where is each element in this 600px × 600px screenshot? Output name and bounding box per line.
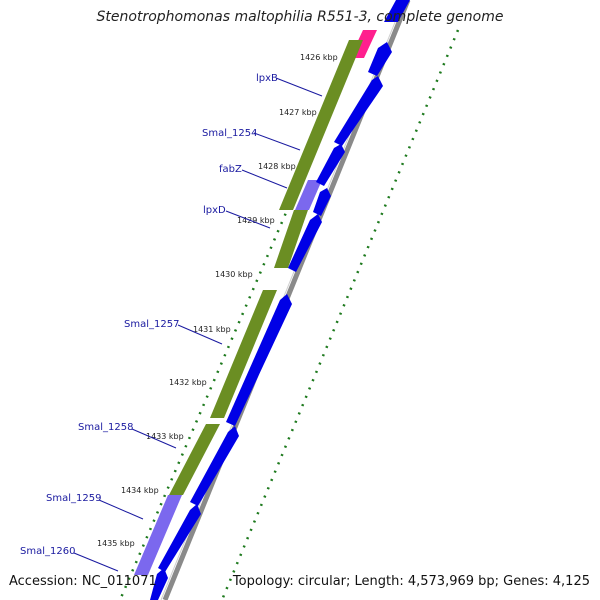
- cds-arrow: [226, 294, 292, 426]
- gene-bar-green: [169, 424, 220, 495]
- outer-dotted-track: [220, 29, 460, 600]
- leader-line: [275, 77, 323, 97]
- gene-label-leaders: [73, 77, 323, 572]
- cds-arrow: [150, 568, 168, 600]
- cds-arrow: [158, 504, 201, 572]
- leader-line: [241, 169, 288, 189]
- cds-arrow: [313, 188, 331, 216]
- gene-bar-green: [274, 210, 308, 268]
- cds-arrow: [316, 144, 345, 186]
- kbp-tick-label: 1431 kbp: [193, 325, 231, 334]
- gene-label: Smal_1260: [20, 546, 75, 557]
- kbp-ruler: 1426 kbp 1427 kbp 1428 kbp 1429 kbp 1430…: [97, 53, 338, 548]
- kbp-tick-label: 1434 kbp: [121, 486, 159, 495]
- gene-label: Smal_1258: [78, 422, 133, 433]
- cds-arrow: [384, 0, 410, 22]
- leader-line: [177, 324, 223, 345]
- kbp-tick-label: 1428 kbp: [258, 162, 296, 171]
- gene-label: Smal_1257: [124, 319, 179, 330]
- cds-track: [150, 0, 410, 600]
- leader-line: [225, 210, 271, 229]
- topology-summary: Topology: circular; Length: 4,573,969 bp…: [232, 574, 590, 589]
- cds-arrow: [190, 426, 239, 506]
- gene-label: Smal_1259: [46, 493, 101, 504]
- gene-label: lpxD: [203, 205, 226, 216]
- kbp-tick-label: 1427 kbp: [279, 108, 317, 117]
- kbp-tick-label: 1429 kbp: [237, 216, 275, 225]
- gene-bar-green: [279, 40, 363, 210]
- gene-track: [134, 30, 377, 575]
- leader-line: [98, 499, 144, 520]
- cds-arrow: [368, 42, 392, 76]
- accession-label: Accession: NC_011071: [9, 574, 157, 589]
- kbp-tick-label: 1432 kbp: [169, 378, 207, 387]
- kbp-tick-label: 1433 kbp: [146, 432, 184, 441]
- leader-line: [253, 132, 301, 151]
- gene-label: Smal_1254: [202, 128, 257, 139]
- gene-label: fabZ: [219, 164, 242, 175]
- kbp-tick-label: 1426 kbp: [300, 53, 338, 62]
- gene-bar-purple: [295, 180, 322, 210]
- kbp-tick-label: 1430 kbp: [215, 270, 253, 279]
- gene-label: lpxB: [256, 73, 278, 84]
- cds-arrow: [288, 214, 322, 272]
- gene-bar-green: [210, 290, 277, 418]
- cds-arrow: [334, 76, 383, 146]
- gene-labels: lpxB Smal_1254 fabZ lpxD Smal_1257 Smal_…: [20, 73, 278, 557]
- leader-line: [131, 428, 177, 449]
- gene-bar-purple: [134, 495, 182, 575]
- kbp-tick-label: 1435 kbp: [97, 539, 135, 548]
- map-title: Stenotrophomonas maltophilia R551-3, com…: [96, 9, 504, 25]
- leader-line: [73, 552, 119, 572]
